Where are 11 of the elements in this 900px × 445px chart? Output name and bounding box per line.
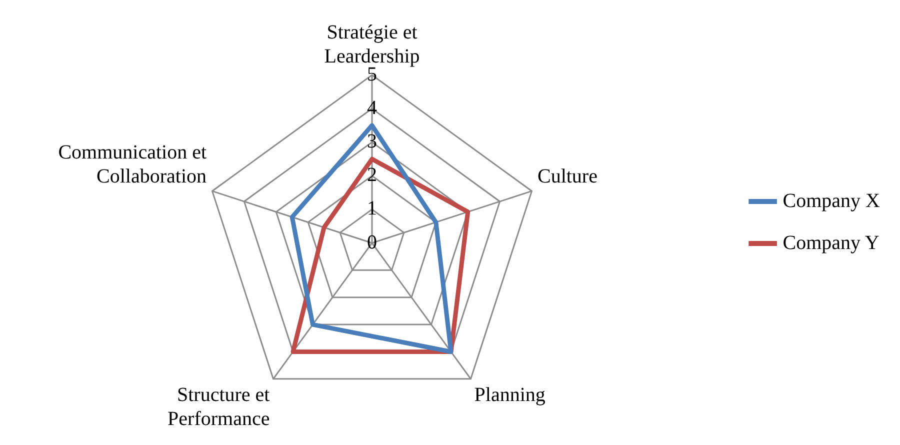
- spoke-label: Planning: [474, 384, 546, 406]
- legend-label: Company X: [782, 190, 881, 212]
- spoke-label: Communication et Collaboration: [58, 141, 207, 188]
- y-tick-label: 0: [367, 231, 377, 254]
- legend-label: Company Y: [782, 232, 880, 254]
- y-tick-label: 1: [367, 198, 377, 220]
- y-tick-label: 3: [367, 130, 377, 152]
- y-tick-label: 2: [367, 164, 377, 186]
- spoke-label: Structure et Performance: [168, 384, 270, 430]
- spoke-label: Culture: [537, 165, 598, 188]
- y-tick-label: 4: [367, 96, 377, 119]
